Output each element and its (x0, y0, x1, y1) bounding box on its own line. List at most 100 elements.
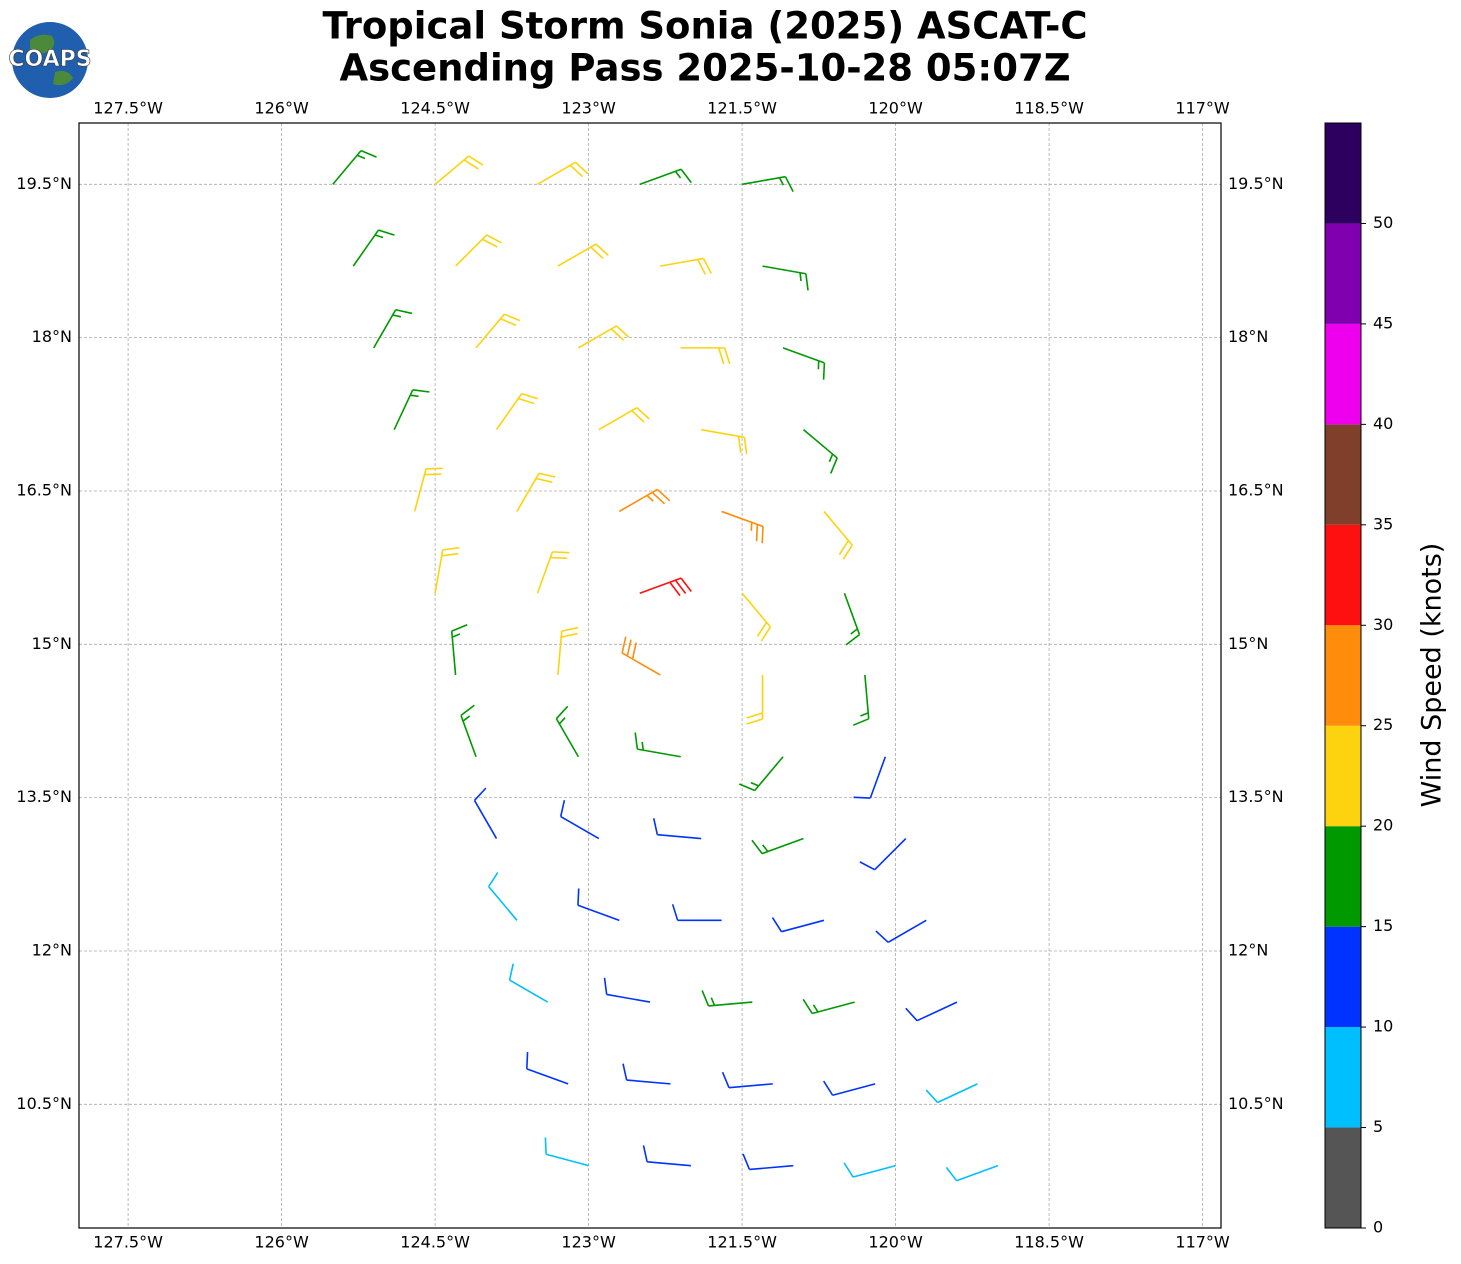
x-tick-label: 117°W (1175, 99, 1230, 118)
chart-title: Tropical Storm Sonia (2025) ASCAT-C (322, 5, 1087, 48)
y-tick-label: 12°N (32, 940, 72, 959)
y-tick-label: 15°N (1228, 634, 1268, 653)
wind-barb (802, 998, 855, 1015)
colorbar-segment (1325, 424, 1361, 525)
wind-barb (652, 818, 702, 840)
wind-barb (859, 837, 907, 871)
y-tick-label: 15°N (32, 634, 72, 653)
colorbar-segment (1325, 323, 1361, 425)
y-tick-label: 10.5°N (16, 1094, 72, 1113)
colorbar-segment (1325, 123, 1361, 224)
wind-barb (802, 429, 838, 474)
x-tick-label: 118.5°W (1014, 99, 1084, 118)
wind-barb (622, 1063, 671, 1085)
wind-barb (680, 347, 731, 365)
colorbar-segment (1325, 1127, 1361, 1228)
wind-barb (660, 257, 712, 275)
x-tick-label: 120°W (868, 99, 923, 118)
x-tick-label: 123°W (561, 1233, 616, 1252)
wind-barb (544, 1137, 589, 1167)
wind-barb (413, 467, 443, 512)
x-tick-label: 127.5°W (93, 1233, 163, 1252)
wind-barb (393, 388, 430, 430)
wind-barb (751, 837, 804, 855)
wind-barb (557, 626, 579, 676)
wind-barb (852, 674, 870, 726)
colorbar-segment (1325, 625, 1361, 726)
chart-subtitle: Ascending Pass 2025-10-28 05:07Z (339, 47, 1070, 90)
wind-barb (771, 917, 825, 933)
wind-barb (473, 787, 498, 839)
colorbar-frame (1324, 122, 1362, 1229)
colorbar-segment (1325, 826, 1361, 927)
wind-barb (639, 577, 692, 597)
wind-barb (537, 161, 589, 186)
logo-text: COAPS (8, 47, 91, 72)
wind-barb (559, 800, 600, 840)
x-tick-label: 120°W (868, 1233, 923, 1252)
wind-barb (598, 406, 650, 431)
wind-barb (639, 168, 692, 186)
wind-barb (618, 488, 671, 513)
colorbar-tick-label: 5 (1373, 1117, 1383, 1136)
wind-barb (822, 1080, 876, 1097)
y-tick-label: 18°N (32, 327, 72, 346)
colorbar-label: Wind Speed (knots) (1417, 543, 1448, 808)
x-tick-label: 117°W (1175, 1233, 1230, 1252)
colorbar-tick-label: 40 (1373, 414, 1393, 433)
wind-barb (450, 624, 468, 676)
wind-barb (701, 428, 748, 455)
wind-barb (352, 229, 395, 267)
wind-barb (495, 392, 538, 431)
wind-barb (577, 325, 630, 349)
y-tick-label: 16.5°N (16, 480, 72, 499)
wind-barb (642, 1145, 692, 1167)
x-tick-label: 121.5°W (707, 1233, 777, 1252)
x-tick-label: 118.5°W (1014, 1233, 1084, 1252)
wind-barb (782, 347, 826, 380)
y-tick-label: 10.5°N (1228, 1094, 1284, 1113)
wind-barb (460, 704, 477, 758)
map-frame (78, 122, 1222, 1229)
wind-barb (741, 175, 794, 192)
wind-barb (475, 313, 521, 349)
colorbar-tick-label: 25 (1373, 715, 1393, 734)
x-tick-label: 121.5°W (707, 99, 777, 118)
wind-barb (434, 546, 460, 594)
wind-barb (853, 756, 887, 799)
wind-barb (945, 1164, 999, 1182)
y-tick-label: 12°N (1228, 940, 1268, 959)
wind-barb (762, 265, 809, 291)
colorbar-tick-label: 0 (1373, 1218, 1383, 1237)
wind-barb (925, 1083, 978, 1104)
colorbar-segment (1325, 725, 1361, 827)
wind-barb (488, 872, 518, 921)
logo-land (30, 34, 73, 86)
wind-barb (634, 732, 681, 758)
wind-barb (603, 977, 651, 1003)
colorbar-tick-label: 50 (1373, 213, 1393, 232)
wind-barb (742, 1153, 794, 1171)
wind-barb (516, 472, 556, 512)
wind-barb (555, 705, 580, 758)
x-tick-label: 127.5°W (93, 99, 163, 118)
wind-barb (721, 1071, 773, 1089)
colorbar-tick-label: 15 (1373, 916, 1393, 935)
colorbar-segment (1325, 926, 1361, 1028)
x-tick-label: 123°W (561, 99, 616, 118)
colorbar-tick-label: 35 (1373, 514, 1393, 533)
wind-barb (823, 510, 853, 560)
x-tick-label: 126°W (254, 99, 309, 118)
wind-barb (843, 592, 861, 646)
wind-barb (741, 592, 772, 642)
wind-barb (738, 756, 784, 792)
x-tick-label: 124.5°W (400, 1233, 470, 1252)
wind-barb (577, 888, 620, 922)
y-tick-label: 19.5°N (16, 174, 72, 193)
wind-barb (525, 1052, 569, 1085)
colorbar-segment (1325, 223, 1361, 324)
y-tick-label: 13.5°N (16, 787, 72, 806)
colorbar-tick-label: 45 (1373, 313, 1393, 332)
y-tick-label: 16.5°N (1228, 480, 1284, 499)
